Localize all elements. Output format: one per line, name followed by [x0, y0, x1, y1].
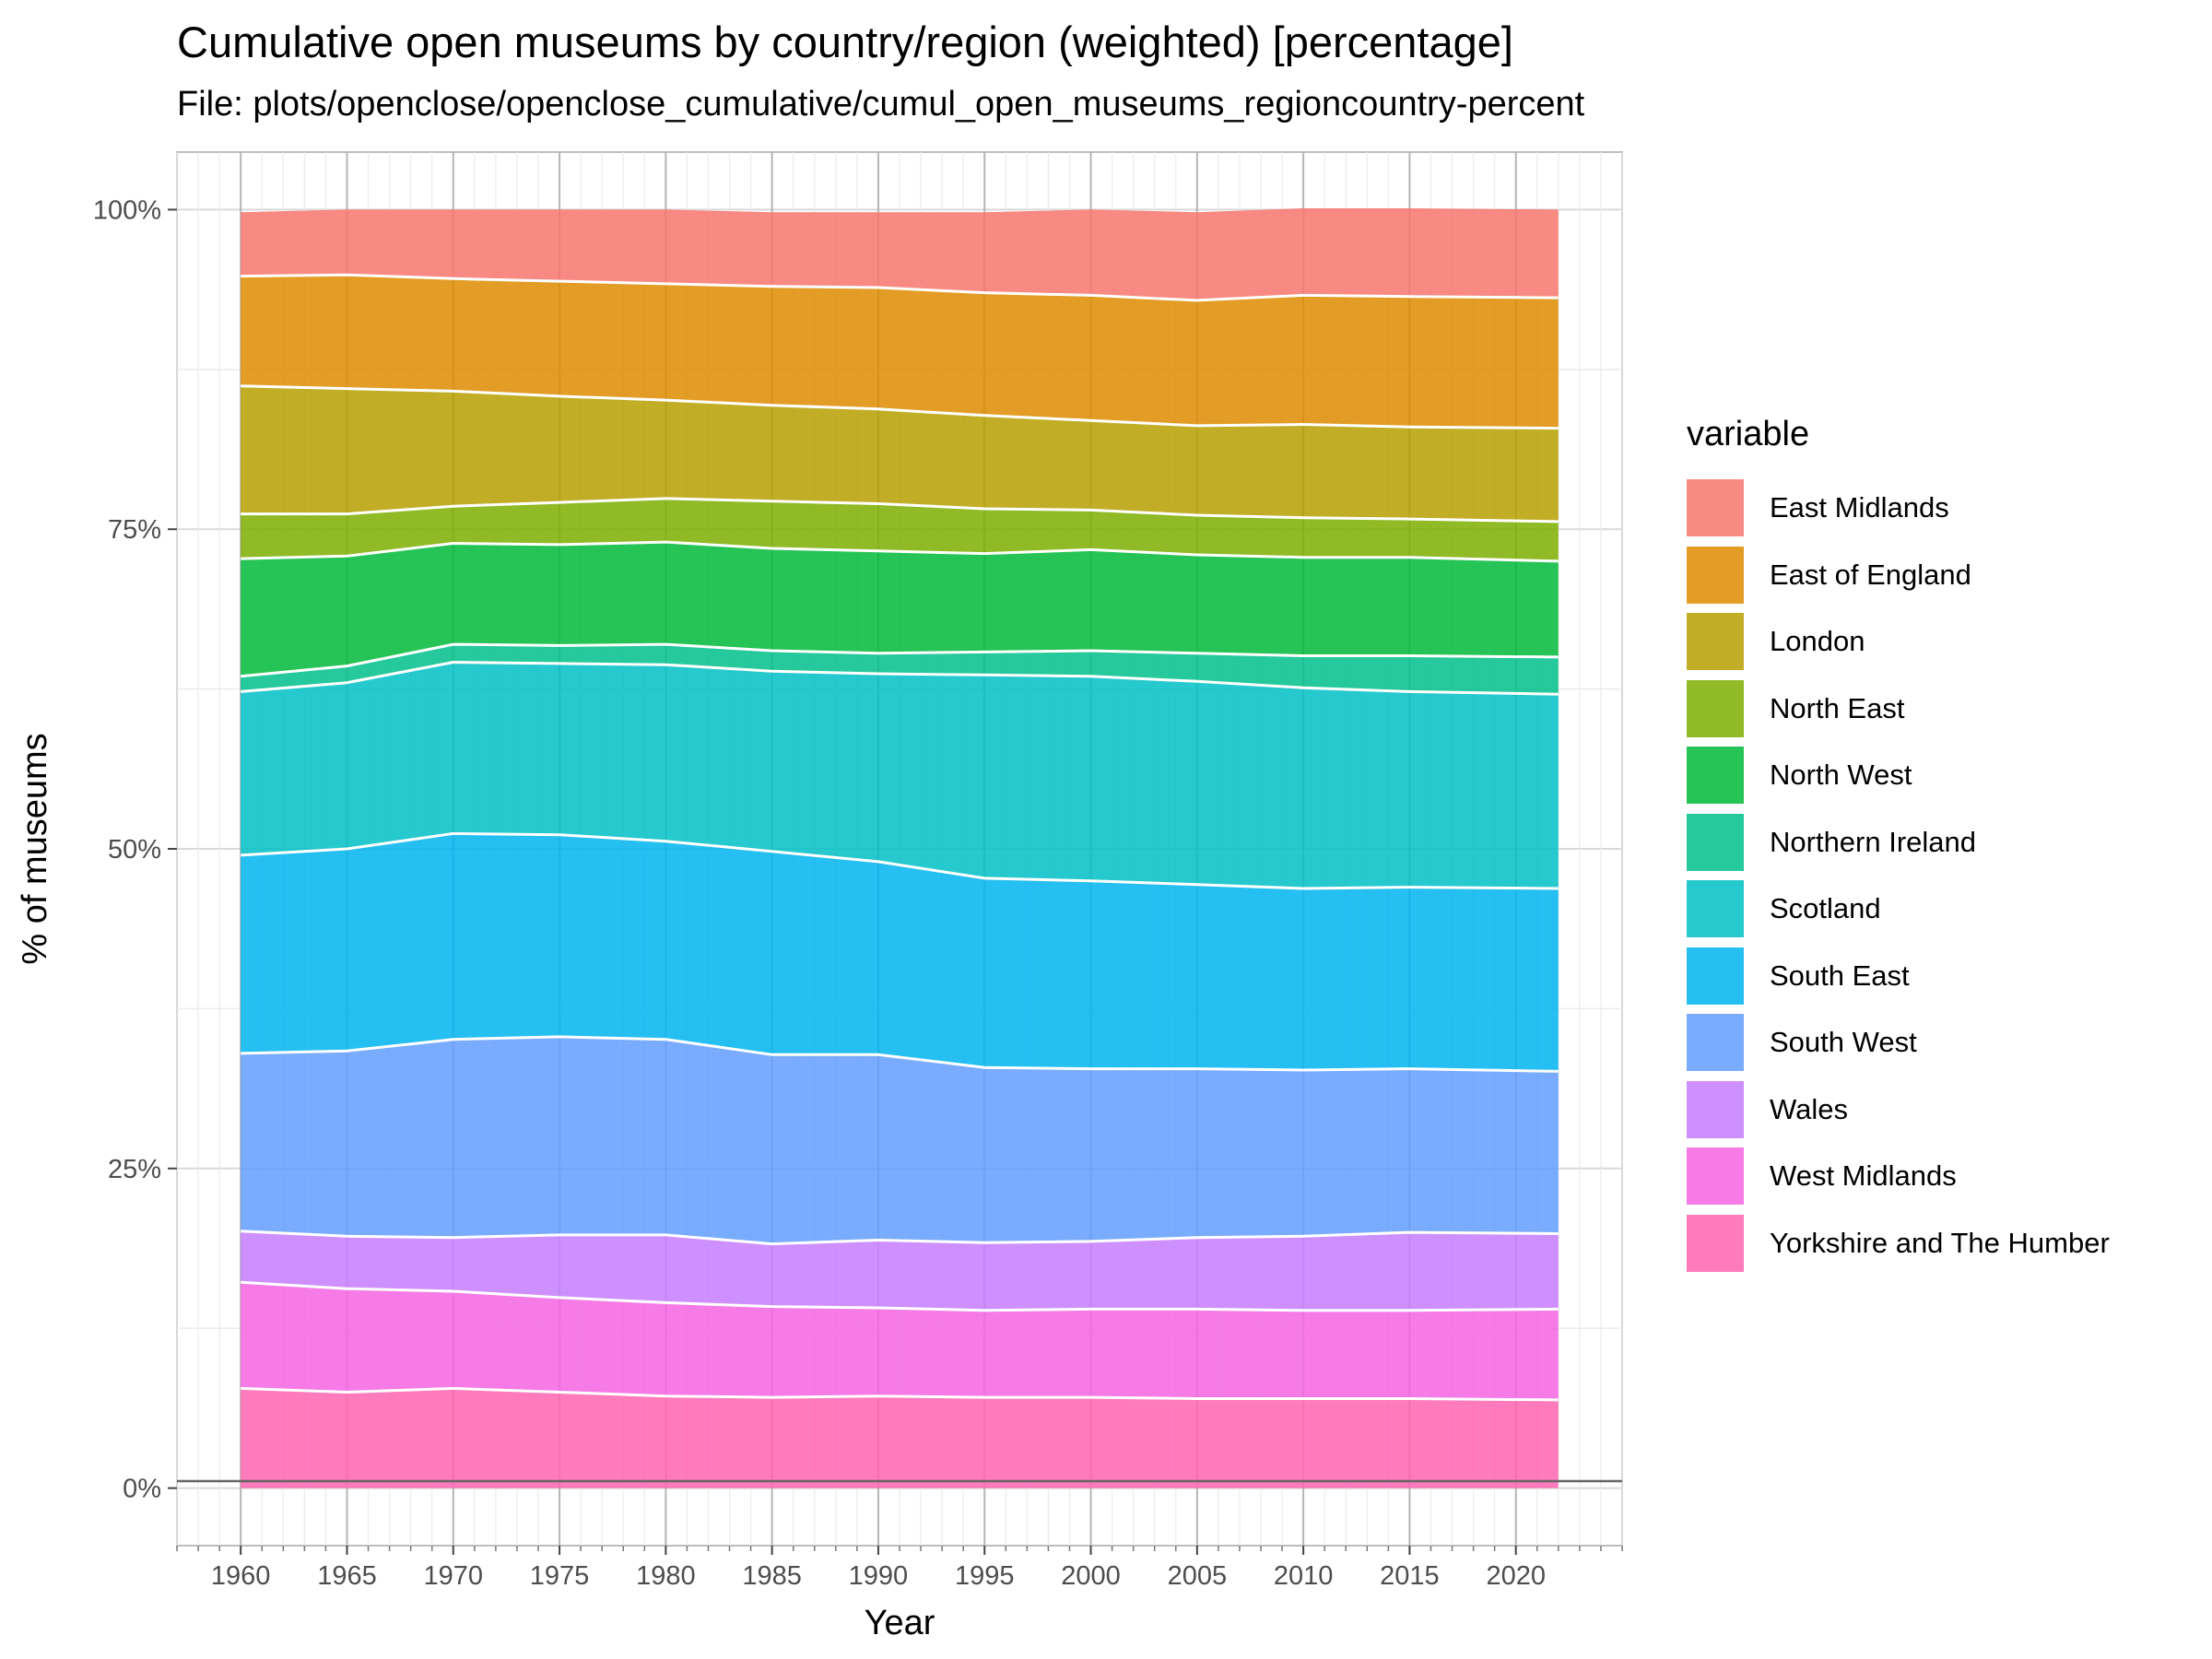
legend-item-east-midlands: East Midlands: [1687, 475, 2110, 542]
area-east-of-england: [241, 275, 1559, 429]
legend-swatch: [1687, 546, 1744, 604]
x-tick-label: 1960: [211, 1561, 271, 1591]
area-northern-ireland: [241, 644, 1559, 695]
legend-item-scotland: Scotland: [1687, 876, 2110, 943]
legend-swatch: [1687, 813, 1744, 871]
legend-label: South East: [1770, 959, 1910, 992]
x-tick-label: 2015: [1380, 1561, 1440, 1591]
x-tick-label: 1990: [849, 1561, 909, 1591]
area-north-east: [241, 498, 1559, 561]
area-yorkshire-and-the-humber: [241, 1388, 1559, 1488]
legend-label: Yorkshire and The Humber: [1770, 1226, 2110, 1259]
legend-label: Northern Ireland: [1770, 825, 1977, 858]
x-tick-label: 2000: [1061, 1561, 1121, 1591]
legend-title: variable: [1687, 415, 1810, 453]
y-axis-title: % of museums: [16, 733, 54, 964]
legend-item-london: London: [1687, 608, 2110, 676]
legend-item-south-west: South West: [1687, 1009, 2110, 1077]
boundary-yorkshire-and-the-humber: [241, 1386, 1559, 1402]
boundary-east-of-england: [241, 273, 1559, 302]
area-scotland: [241, 662, 1559, 888]
x-tick-label: 1980: [636, 1561, 696, 1591]
area-east-midlands: [241, 208, 1559, 300]
x-tick-label: 2005: [1168, 1561, 1228, 1591]
legend-item-northern-ireland: Northern Ireland: [1687, 809, 2110, 877]
legend-swatch: [1687, 947, 1744, 1005]
boundary-wales: [241, 1230, 1559, 1246]
legend-label: London: [1770, 625, 1865, 658]
legend-swatch: [1687, 880, 1744, 938]
legend-item-wales: Wales: [1687, 1077, 2110, 1144]
legend-item-yorkshire-and-the-humber: Yorkshire and The Humber: [1687, 1210, 2110, 1277]
x-tick-label: 1975: [530, 1561, 590, 1591]
y-tick-label: 50%: [108, 835, 161, 865]
legend-item-east-of-england: East of England: [1687, 542, 2110, 609]
x-tick-label: 1985: [742, 1561, 802, 1591]
legend-swatch: [1687, 479, 1744, 537]
legend-swatch: [1687, 679, 1744, 737]
x-tick-label: 1965: [317, 1561, 377, 1591]
legend-label: East Midlands: [1770, 491, 1949, 524]
x-axis-title: Year: [865, 1604, 935, 1642]
area-west-midlands: [241, 1282, 1559, 1400]
boundary-south-east: [241, 831, 1559, 890]
legend-label: South West: [1770, 1026, 1917, 1059]
legend-item-north-east: North East: [1687, 676, 2110, 743]
legend-swatch: [1687, 1014, 1744, 1072]
y-tick-label: 75%: [108, 515, 161, 545]
area-south-west: [241, 1036, 1559, 1244]
area-boundaries: [241, 273, 1559, 1402]
legend-label: West Midlands: [1770, 1159, 1957, 1193]
area-wales: [241, 1230, 1559, 1311]
boundary-north-east: [241, 497, 1559, 524]
legend-swatch: [1687, 1147, 1744, 1206]
x-tick-label: 2020: [1486, 1561, 1546, 1591]
legend-items: East Midlands East of England London North …: [1687, 475, 2110, 1277]
y-tick-label: 0%: [123, 1475, 161, 1504]
x-tick-label: 1970: [424, 1561, 484, 1591]
legend-swatch: [1687, 1080, 1744, 1138]
boundary-scotland: [241, 660, 1559, 696]
y-tick-label: 100%: [93, 195, 161, 225]
chart-title: Cumulative open museums by country/regio…: [177, 18, 1513, 66]
boundary-south-west: [241, 1035, 1559, 1073]
legend: variable East Midlands East of England Lon…: [1687, 415, 2110, 1277]
legend-swatch: [1687, 1214, 1744, 1272]
legend-swatch: [1687, 613, 1744, 671]
legend-label: East of England: [1770, 558, 1971, 591]
boundary-london: [241, 384, 1559, 430]
legend-label: Scotland: [1770, 892, 1881, 925]
area-south-east: [241, 833, 1559, 1072]
x-tick-label: 1995: [955, 1561, 1015, 1591]
y-tick-label: 25%: [108, 1155, 161, 1184]
legend-item-north-west: North West: [1687, 742, 2110, 809]
area-london: [241, 385, 1559, 522]
legend-swatch: [1687, 747, 1744, 805]
axis-ticks: 1960 1965 1970 1975 1980 1985 1990 1995 2000 2005…: [93, 195, 1623, 1591]
boundary-northern-ireland: [241, 642, 1559, 678]
stacked-areas: [241, 208, 1559, 1488]
area-north-west: [241, 542, 1559, 677]
legend-label: Wales: [1770, 1092, 1848, 1125]
legend-item-south-east: South East: [1687, 943, 2110, 1010]
x-tick-label: 2010: [1274, 1561, 1334, 1591]
boundary-north-west: [241, 540, 1559, 563]
chart-subtitle: File: plots/openclose/openclose_cumulati…: [177, 85, 1585, 124]
legend-item-west-midlands: West Midlands: [1687, 1143, 2110, 1210]
legend-label: North West: [1770, 759, 1912, 792]
legend-label: North East: [1770, 691, 1905, 724]
boundary-west-midlands: [241, 1280, 1559, 1312]
